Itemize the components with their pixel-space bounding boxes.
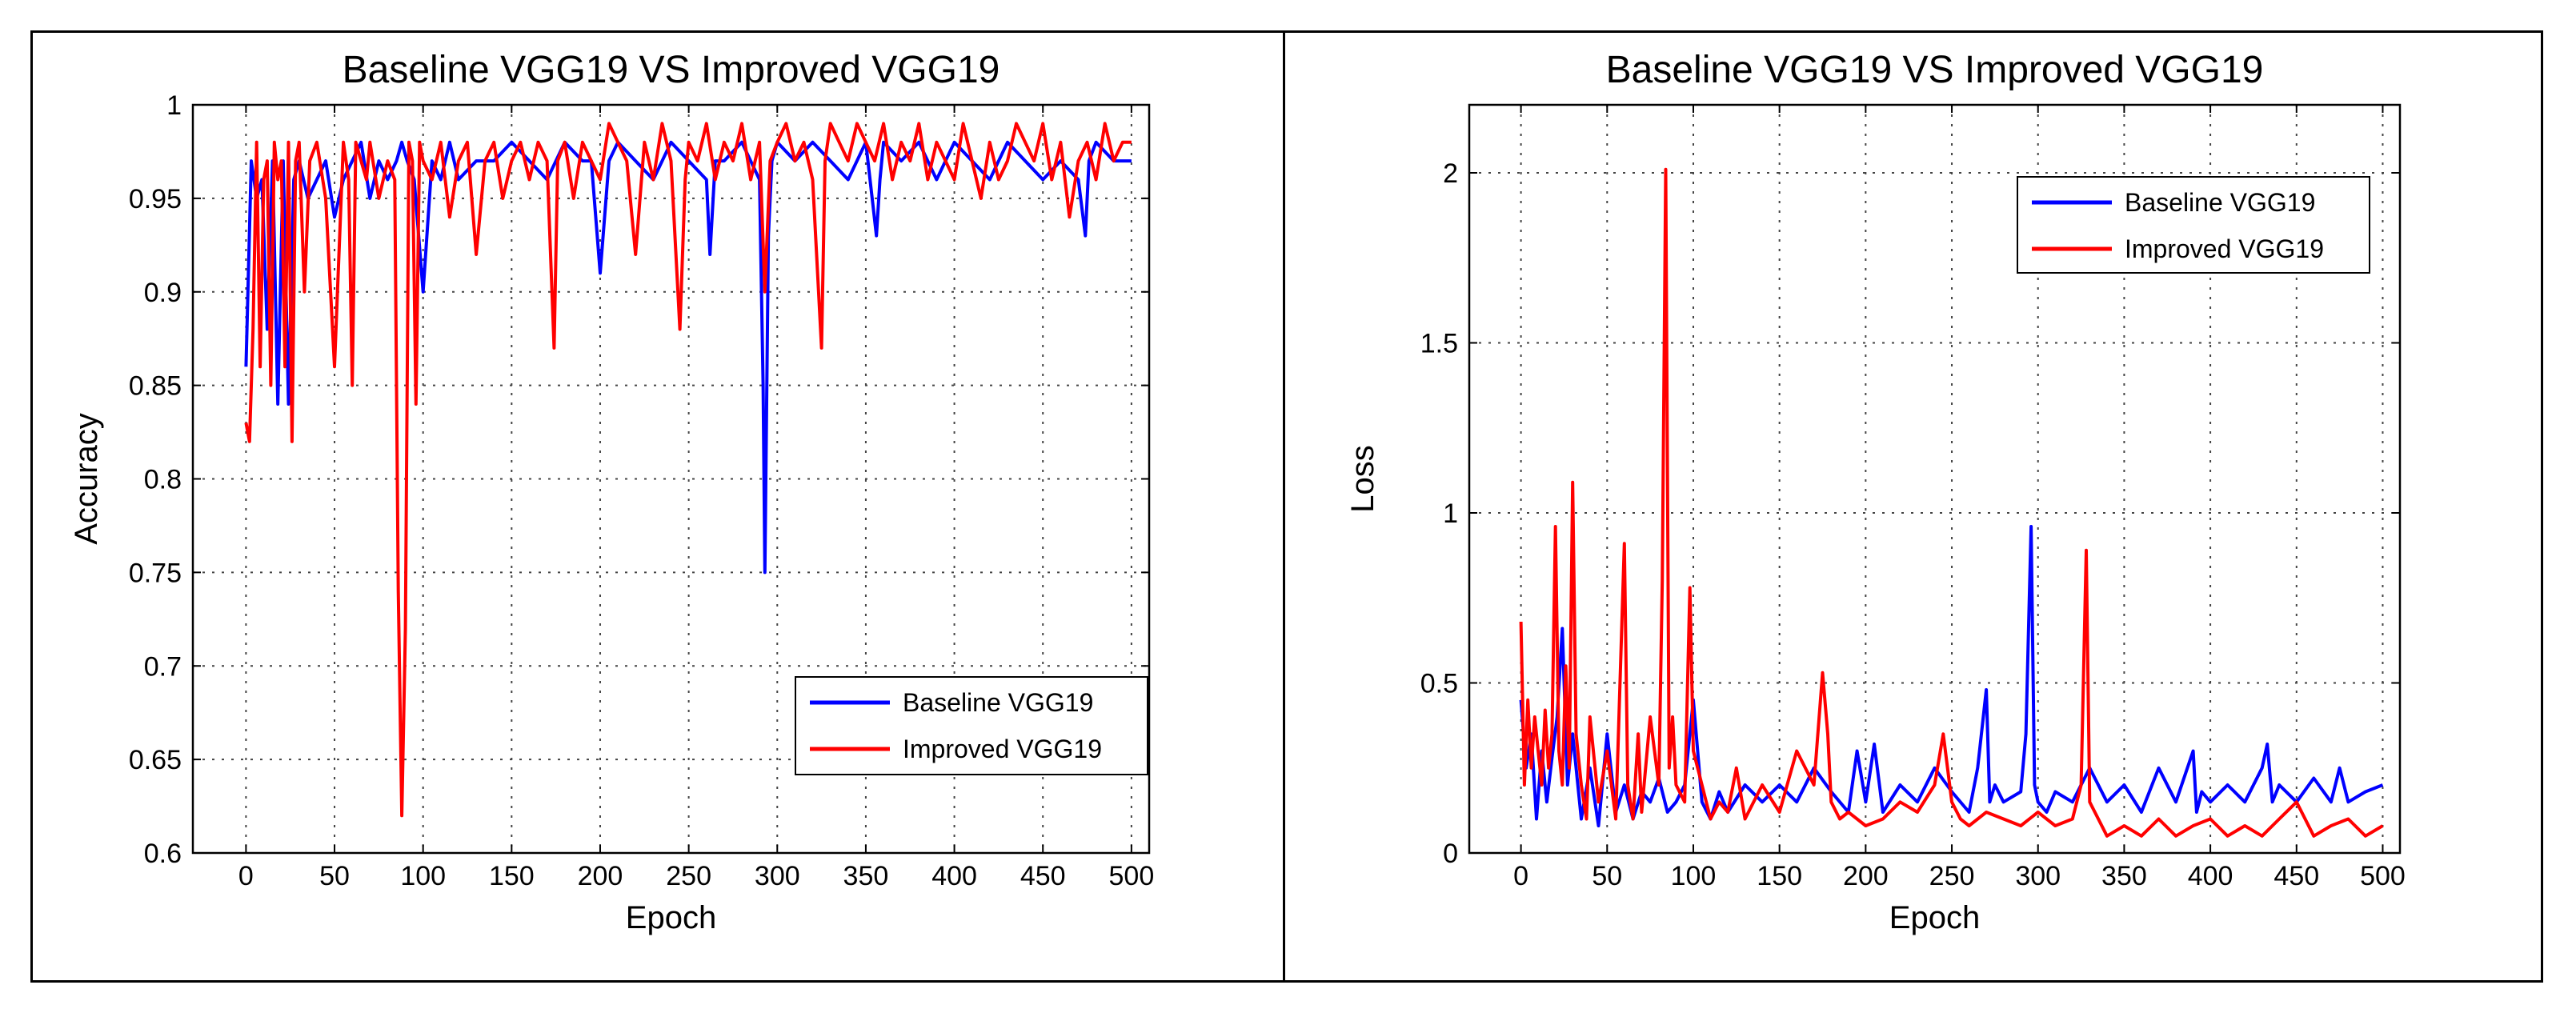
axes-box <box>1468 103 2402 855</box>
y-tick-label: 0 <box>1443 839 1458 869</box>
y-tick-label: 0.75 <box>129 558 182 588</box>
legend-label: Baseline VGG19 <box>903 688 1093 717</box>
legend: Baseline VGG19 Improved VGG19 <box>795 676 1148 775</box>
legend-label: Improved VGG19 <box>2125 234 2324 263</box>
chart-title: Baseline VGG19 VS Improved VGG19 <box>343 49 1000 91</box>
x-tick-label: 400 <box>931 861 977 891</box>
panel-divider <box>1283 30 1285 983</box>
y-tick-label: 0.6 <box>144 839 182 869</box>
x-tick-label: 400 <box>2188 861 2233 891</box>
x-tick-label: 250 <box>1929 861 1975 891</box>
x-tick-label: 200 <box>1843 861 1889 891</box>
x-tick-label: 150 <box>1757 861 1802 891</box>
x-tick-label: 500 <box>2360 861 2406 891</box>
y-tick-label: 0.65 <box>129 745 182 775</box>
series-line-improved-vgg19 <box>244 122 1132 818</box>
x-axis-label: Epoch <box>626 900 716 935</box>
x-tick-label: 100 <box>400 861 446 891</box>
x-tick-label: 200 <box>578 861 623 891</box>
x-tick-label: 0 <box>1513 861 1528 891</box>
series-line-improved-vgg19 <box>1519 167 2384 838</box>
x-tick-label: 150 <box>489 861 535 891</box>
x-axis-label: Epoch <box>1889 900 1980 935</box>
chart-title: Baseline VGG19 VS Improved VGG19 <box>1606 49 2264 91</box>
axes-box <box>191 103 1151 855</box>
legend-label: Improved VGG19 <box>903 735 1102 763</box>
x-tick-label: 500 <box>1109 861 1155 891</box>
x-tick-label: 450 <box>1020 861 1066 891</box>
y-tick-label: 1 <box>166 90 182 121</box>
legend: Baseline VGG19 Improved VGG19 <box>2017 176 2370 274</box>
y-tick-label: 1.5 <box>1420 329 1458 359</box>
y-tick-label: 0.8 <box>144 465 182 495</box>
x-tick-label: 0 <box>238 861 254 891</box>
x-tick-label: 300 <box>755 861 800 891</box>
series-line-baseline-vgg19 <box>244 140 1132 575</box>
x-tick-label: 50 <box>319 861 350 891</box>
x-tick-label: 300 <box>2015 861 2061 891</box>
x-tick-label: 350 <box>2101 861 2147 891</box>
y-tick-label: 0.95 <box>129 184 182 214</box>
y-axis-label: Accuracy <box>69 413 104 545</box>
legend-label: Baseline VGG19 <box>2125 188 2315 217</box>
x-tick-label: 450 <box>2274 861 2319 891</box>
y-tick-label: 0.9 <box>144 278 182 308</box>
x-tick-label: 250 <box>666 861 711 891</box>
y-tick-label: 0.5 <box>1420 669 1458 699</box>
y-tick-label: 2 <box>1443 158 1458 189</box>
x-tick-label: 100 <box>1671 861 1717 891</box>
y-tick-label: 0.85 <box>129 371 182 402</box>
legend-box <box>795 676 1148 775</box>
x-tick-label: 350 <box>843 861 889 891</box>
series-line-baseline-vgg19 <box>1519 525 2384 827</box>
legend-box <box>2017 176 2370 274</box>
y-tick-label: 0.7 <box>144 651 182 682</box>
x-tick-label: 50 <box>1592 861 1622 891</box>
y-axis-label: Loss <box>1345 445 1380 513</box>
y-tick-label: 1 <box>1443 498 1458 529</box>
